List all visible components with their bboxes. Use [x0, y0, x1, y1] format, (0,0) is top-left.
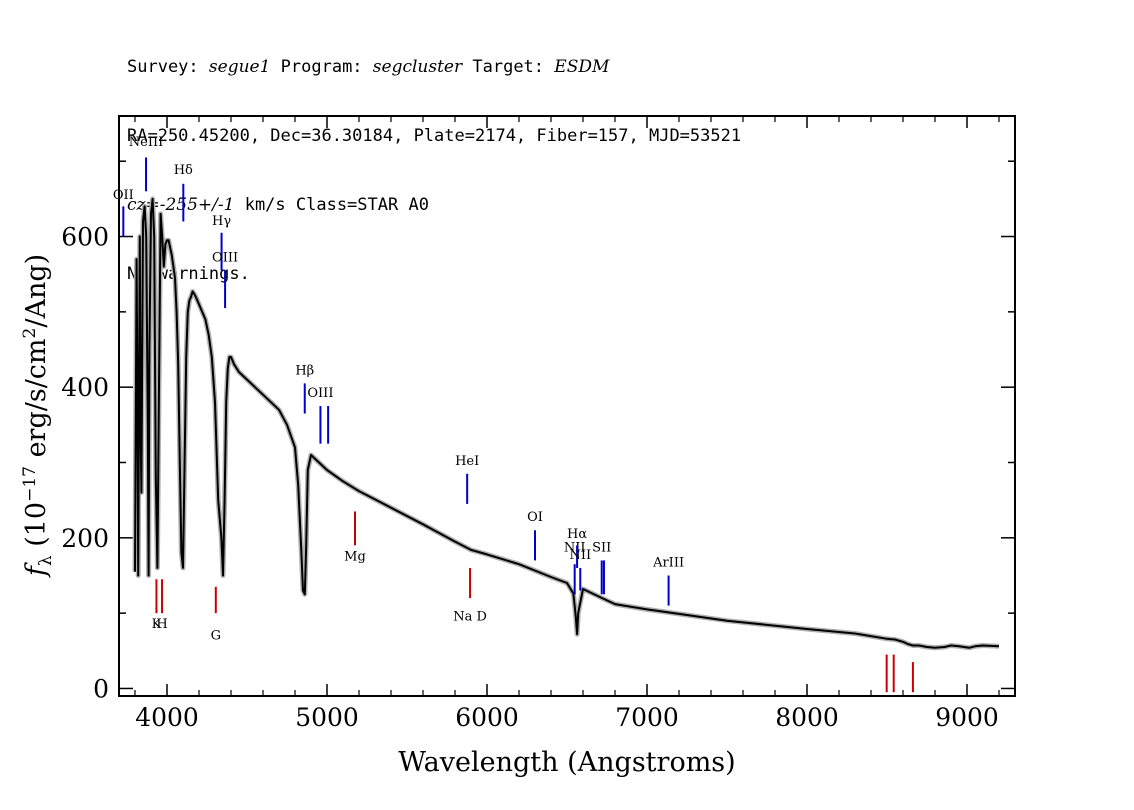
- x-tick-label: 9000: [935, 703, 999, 732]
- x-tick-label: 5000: [295, 703, 359, 732]
- target-label: Target:: [472, 57, 545, 77]
- error-band-line: [132, 196, 1000, 651]
- emission-line-label: Hβ: [295, 363, 314, 378]
- y-tick-label: 400: [61, 373, 109, 402]
- emission-line-label: OIII: [307, 386, 333, 401]
- emission-line-label: ArIII: [652, 555, 684, 570]
- spectral-line-markers: OIINeIIIHδHγOIIIHβOIIIHeIOINIIHαNIISIIAr…: [113, 135, 914, 693]
- y-axis-title-text: fλ (10−17 erg/s/cm2/Ang): [20, 254, 56, 578]
- emission-line-label: Hγ: [212, 214, 231, 229]
- emission-line-label: OII: [113, 188, 134, 203]
- x-tick-label: 8000: [775, 703, 839, 732]
- emission-line-label: OI: [527, 510, 543, 525]
- emission-line-label: NeIII: [129, 135, 163, 150]
- absorption-line-label: Na D: [453, 610, 487, 625]
- x-axis-title: Wavelength (Angstroms): [398, 747, 735, 778]
- y-tick-label: 200: [61, 524, 109, 553]
- flux-line: [134, 197, 1000, 649]
- x-tick-label: 6000: [455, 703, 519, 732]
- program-label: Program:: [280, 57, 363, 77]
- target-value: ESDM: [554, 57, 610, 77]
- survey-value: segue1: [208, 57, 271, 77]
- y-axis-title: fλ (10−17 erg/s/cm2/Ang): [20, 254, 56, 578]
- header-line-2: RA=250.45200, Dec=36.30184, Plate=2174, …: [127, 126, 742, 146]
- cz-value: -255+/-1: [159, 195, 235, 215]
- emission-line-label: SII: [592, 540, 611, 555]
- absorption-line-label: G: [211, 629, 221, 644]
- spectrum-line: [134, 197, 1000, 649]
- emission-line-label: HeI: [455, 454, 479, 469]
- x-tick-label: 4000: [135, 703, 199, 732]
- emission-line-label: OIII: [212, 250, 238, 265]
- emission-line-label: Hα: [567, 527, 587, 542]
- spectrum-header: Survey: segue1 Program: segcluster Targe…: [127, 10, 741, 309]
- axis-ticks: 4000 5000 6000 7000 8000 9000 0 200 400 600: [61, 116, 1015, 732]
- emission-line-label: NII: [564, 540, 586, 555]
- cz-rest: km/s Class=STAR A0: [234, 195, 429, 215]
- absorption-line-label: Mg: [344, 549, 366, 564]
- plot-frame: [118, 115, 1016, 697]
- x-tick-label: 7000: [615, 703, 679, 732]
- absorption-line-label: K: [152, 617, 162, 632]
- y-tick-label: 0: [93, 674, 109, 703]
- emission-line-label: Hδ: [174, 163, 193, 178]
- absorption-line-label: H: [156, 617, 167, 632]
- survey-label: Survey:: [127, 57, 199, 77]
- error-band: [132, 196, 1000, 651]
- program-value: segcluster: [372, 57, 463, 77]
- y-tick-label: 600: [61, 223, 109, 252]
- header-line-1: Survey: segue1 Program: segcluster Targe…: [127, 56, 741, 79]
- header-line-3: cz=-255+/-1 km/s Class=STAR A0: [127, 194, 741, 217]
- emission-line-label: NII: [569, 548, 591, 563]
